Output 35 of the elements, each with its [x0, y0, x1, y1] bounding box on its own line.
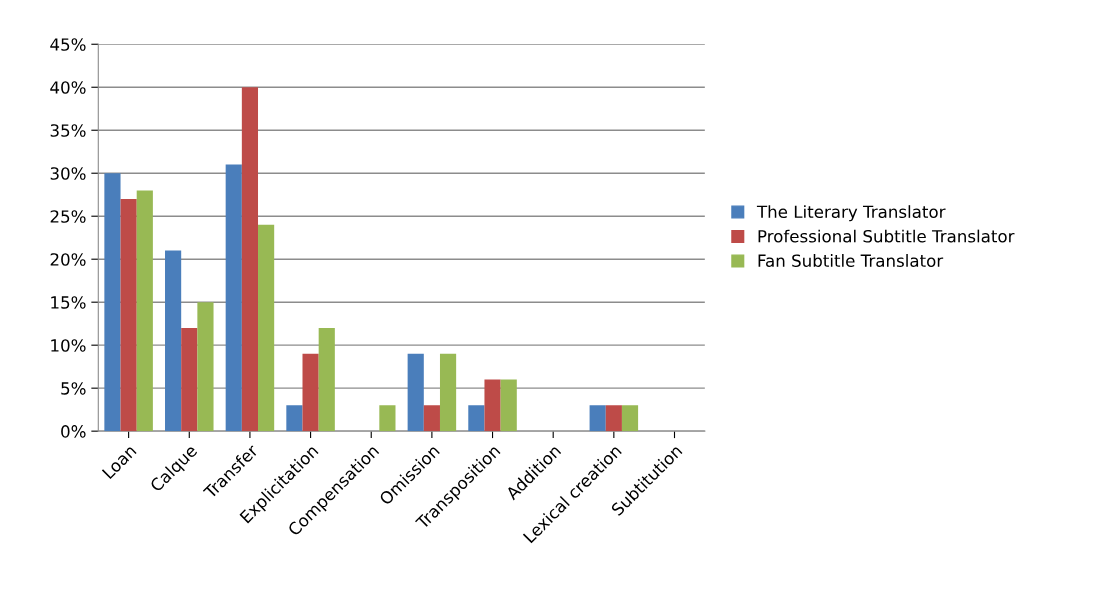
bar: [379, 405, 396, 432]
bar: [225, 164, 242, 432]
bar: [136, 190, 153, 432]
bar: [197, 302, 214, 432]
y-tick-label: 20%: [50, 253, 86, 266]
bar: [484, 379, 501, 432]
bar: [407, 353, 424, 432]
bar: [318, 327, 335, 432]
y-tick-label: 0%: [61, 425, 86, 438]
y-tick-label: 45%: [50, 38, 86, 51]
y-tick-label: 25%: [50, 210, 86, 223]
legend-label: Fan Subtitle Translator: [758, 254, 944, 267]
bar: [302, 353, 319, 432]
y-tick-label: 35%: [50, 124, 86, 137]
y-tick-label: 5%: [61, 382, 86, 395]
bar: [439, 353, 457, 432]
bar: [165, 250, 182, 432]
bar: [621, 405, 639, 432]
bar: [500, 379, 517, 432]
y-tick-label: 40%: [50, 81, 86, 94]
bar: [104, 173, 121, 432]
bar: [605, 405, 622, 432]
legend-label: Professional Subtitle Translator: [758, 229, 1015, 243]
bar: [258, 224, 275, 432]
y-tick-label: 15%: [51, 296, 86, 309]
bar: [468, 405, 485, 432]
bar: [286, 405, 303, 432]
y-tick-label: 30%: [50, 167, 86, 180]
bar: [241, 87, 259, 432]
legend-label: The Literary Translator: [756, 205, 946, 222]
bar: [423, 405, 440, 432]
bar: [120, 199, 137, 432]
bar: [181, 327, 198, 432]
y-tick-label: 10%: [51, 339, 86, 352]
bar: [589, 405, 606, 432]
